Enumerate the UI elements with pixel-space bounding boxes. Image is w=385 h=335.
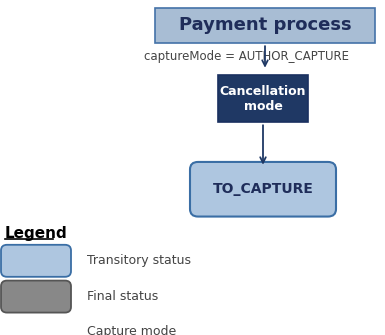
Text: Legend: Legend bbox=[5, 226, 68, 241]
Text: Transitory status: Transitory status bbox=[87, 254, 191, 267]
FancyBboxPatch shape bbox=[190, 162, 336, 216]
FancyBboxPatch shape bbox=[155, 7, 375, 43]
Text: Capture mode: Capture mode bbox=[87, 325, 176, 335]
Text: Payment process: Payment process bbox=[179, 16, 351, 35]
FancyBboxPatch shape bbox=[218, 75, 308, 122]
FancyBboxPatch shape bbox=[1, 245, 71, 277]
Text: captureMode = AUTHOR_CAPTURE: captureMode = AUTHOR_CAPTURE bbox=[144, 50, 350, 63]
FancyBboxPatch shape bbox=[7, 322, 65, 335]
FancyBboxPatch shape bbox=[1, 281, 71, 313]
Text: Cancellation
mode: Cancellation mode bbox=[220, 85, 306, 113]
Text: Final status: Final status bbox=[87, 290, 158, 303]
Text: TO_CAPTURE: TO_CAPTURE bbox=[213, 182, 313, 196]
